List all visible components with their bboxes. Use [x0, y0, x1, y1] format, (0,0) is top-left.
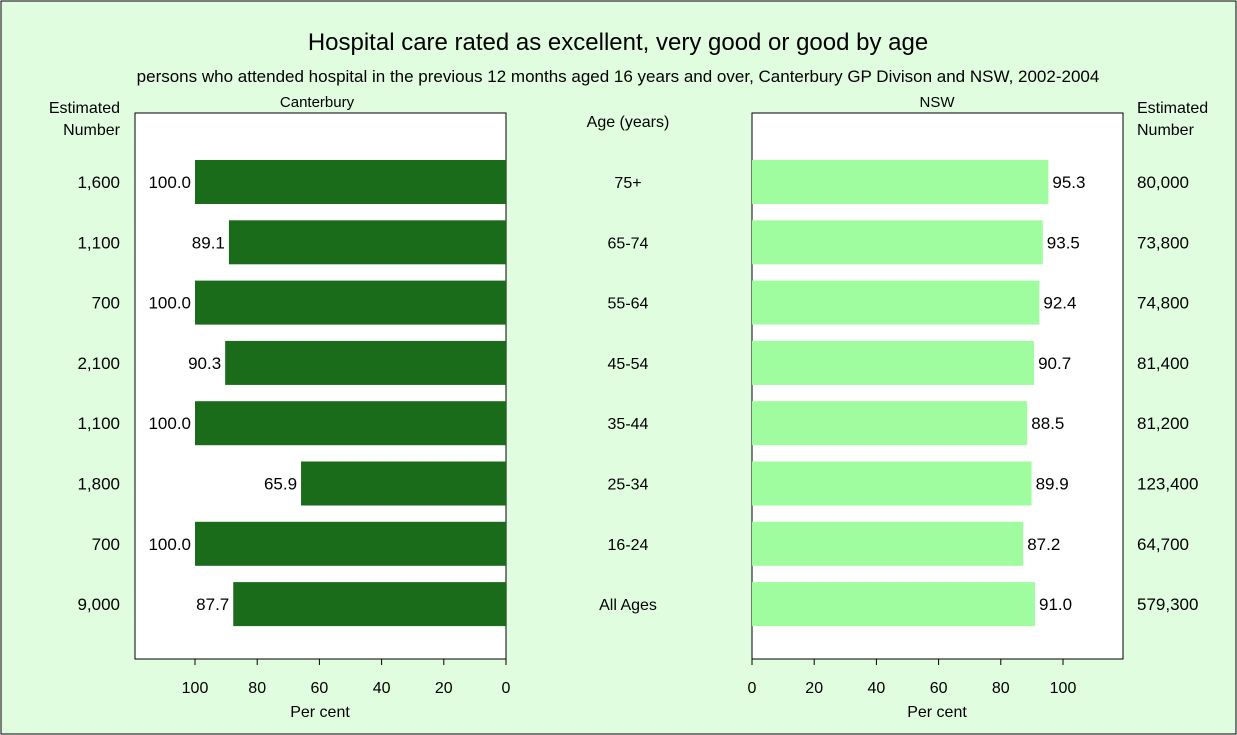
canterbury-x-tick-label: 20 [435, 680, 453, 697]
canterbury-bar [301, 461, 506, 506]
nsw-value-label: 88.5 [1031, 414, 1064, 433]
nsw-value-label: 92.4 [1043, 294, 1076, 313]
canterbury-bar [195, 521, 506, 566]
nsw-bar [752, 461, 1032, 506]
nsw-estimated-number: 81,400 [1137, 354, 1189, 373]
category-label: 25-34 [608, 477, 649, 494]
left-estimated-header-line2: Number [63, 122, 121, 139]
nsw-bar [752, 340, 1035, 385]
nsw-x-tick-label: 40 [868, 680, 886, 697]
canterbury-value-label: 100.0 [148, 535, 191, 554]
nsw-estimated-number: 64,700 [1137, 535, 1189, 554]
nsw-value-label: 89.9 [1036, 475, 1069, 494]
canterbury-estimated-number: 1,100 [77, 233, 120, 252]
canterbury-x-axis-label: Per cent [290, 704, 350, 721]
nsw-bar [752, 582, 1036, 627]
nsw-value-label: 95.3 [1052, 173, 1085, 192]
category-label: 16-24 [608, 537, 649, 554]
canterbury-bar [195, 401, 506, 446]
category-header: Age (years) [587, 114, 670, 131]
nsw-value-label: 91.0 [1039, 595, 1072, 614]
canterbury-estimated-number: 1,100 [77, 414, 120, 433]
canterbury-value-label: 90.3 [188, 354, 221, 373]
canterbury-value-label: 100.0 [148, 294, 191, 313]
category-label: 65-74 [608, 235, 649, 252]
nsw-x-axis-label: Per cent [907, 704, 967, 721]
nsw-bar [752, 280, 1040, 325]
nsw-panel-title: NSW [920, 94, 956, 111]
nsw-estimated-number: 81,200 [1137, 414, 1189, 433]
canterbury-x-tick-label: 100 [182, 680, 209, 697]
nsw-bar [752, 521, 1024, 566]
nsw-estimated-number: 123,400 [1137, 475, 1198, 494]
canterbury-x-tick-label: 60 [311, 680, 329, 697]
canterbury-estimated-number: 700 [92, 535, 120, 554]
nsw-x-tick-label: 100 [1050, 680, 1077, 697]
canterbury-x-tick-label: 80 [248, 680, 266, 697]
category-label: 35-44 [608, 416, 649, 433]
canterbury-bar [233, 582, 507, 627]
canterbury-panel-title: Canterbury [280, 94, 355, 111]
nsw-x-tick-label: 0 [748, 680, 757, 697]
nsw-estimated-number: 579,300 [1137, 595, 1198, 614]
nsw-x-tick-label: 20 [805, 680, 823, 697]
nsw-bar [752, 220, 1043, 265]
chart-marks: 75+ 100.0 1,600 95.3 80,000 65-74 89.1 1,100 93.… [77, 160, 1198, 697]
nsw-estimated-number: 74,800 [1137, 294, 1189, 313]
chart-title: Hospital care rated as excellent, very g… [308, 29, 928, 56]
canterbury-bar [225, 340, 507, 385]
canterbury-x-tick-label: 40 [373, 680, 391, 697]
canterbury-estimated-number: 2,100 [77, 354, 120, 373]
nsw-value-label: 87.2 [1027, 535, 1060, 554]
canterbury-estimated-number: 1,600 [77, 173, 120, 192]
nsw-value-label: 93.5 [1047, 233, 1080, 252]
canterbury-estimated-number: 9,000 [77, 595, 120, 614]
nsw-bar [752, 160, 1049, 204]
nsw-x-tick-label: 60 [930, 680, 948, 697]
canterbury-value-label: 100.0 [148, 414, 191, 433]
canterbury-value-label: 87.7 [196, 595, 229, 614]
chart-subtitle: persons who attended hospital in the pre… [137, 67, 1100, 86]
canterbury-bar [228, 220, 507, 265]
canterbury-value-label: 100.0 [148, 173, 191, 192]
category-label: 55-64 [608, 296, 649, 313]
left-estimated-header-line1: Estimated [49, 100, 120, 117]
canterbury-value-label: 65.9 [264, 475, 297, 494]
category-label: All Ages [599, 597, 657, 614]
nsw-estimated-number: 73,800 [1137, 233, 1189, 252]
canterbury-bar [195, 280, 506, 325]
canterbury-estimated-number: 700 [92, 294, 120, 313]
canterbury-x-tick-label: 0 [502, 680, 511, 697]
right-estimated-header-line2: Number [1137, 122, 1195, 139]
nsw-x-tick-label: 80 [992, 680, 1010, 697]
nsw-value-label: 90.7 [1038, 354, 1071, 373]
right-estimated-header-line1: Estimated [1137, 100, 1208, 117]
canterbury-bar [195, 160, 506, 204]
canterbury-estimated-number: 1,800 [77, 475, 120, 494]
nsw-estimated-number: 80,000 [1137, 173, 1189, 192]
nsw-bar [752, 401, 1028, 446]
category-label: 75+ [614, 175, 641, 192]
canterbury-value-label: 89.1 [192, 233, 225, 252]
category-label: 45-54 [608, 356, 649, 373]
